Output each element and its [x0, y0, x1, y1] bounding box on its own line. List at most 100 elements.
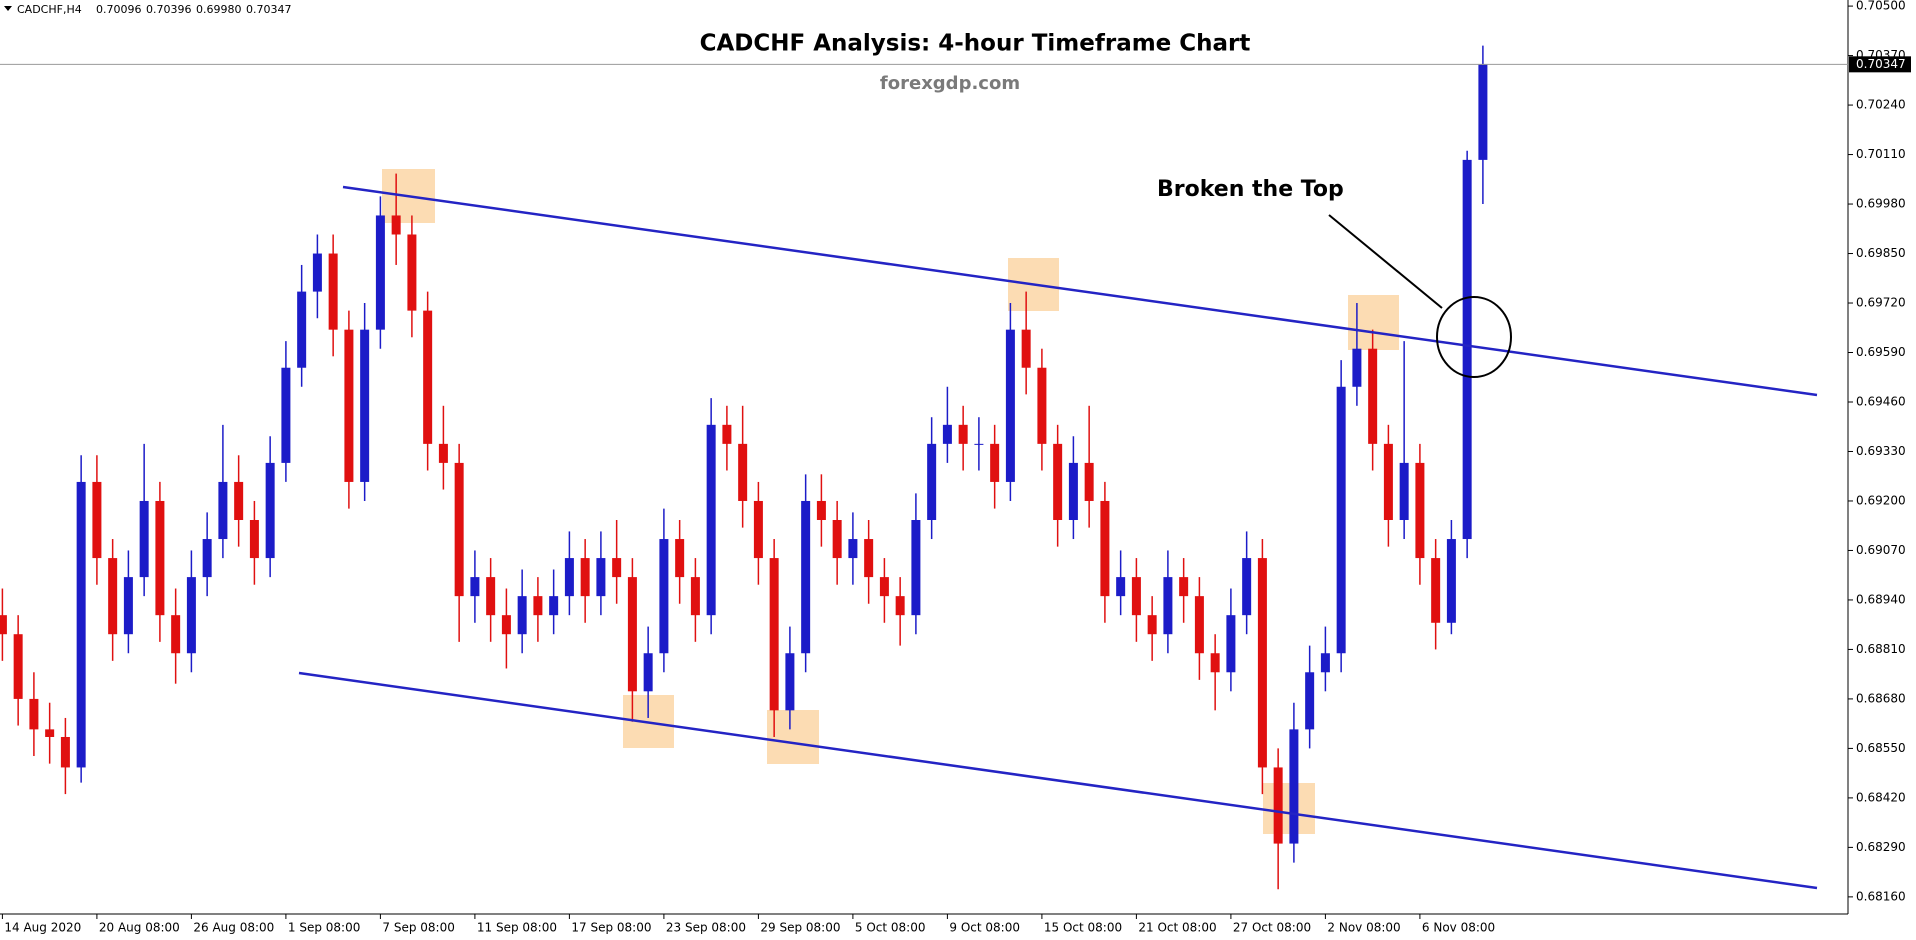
watermark: forexgdp.com — [880, 73, 1020, 94]
candle-body — [706, 424, 716, 616]
highlight-box — [767, 710, 819, 764]
candle-body — [1100, 500, 1110, 597]
header-close: 0.70347 — [246, 3, 292, 16]
candle-body — [1084, 462, 1094, 501]
candle-body — [801, 500, 811, 654]
candle-body — [391, 215, 401, 235]
candle-body — [423, 310, 433, 444]
candle-body — [1257, 558, 1267, 768]
candle-body — [202, 539, 212, 578]
candle-body — [375, 215, 385, 330]
candle-body — [911, 520, 921, 616]
candle-body — [1305, 672, 1315, 730]
candle-body — [533, 596, 543, 616]
x-tick-label: 26 Aug 08:00 — [193, 921, 274, 935]
candle-body — [785, 653, 795, 711]
candle-body — [344, 329, 354, 482]
candle-body — [486, 577, 496, 616]
candle-body — [1368, 348, 1378, 444]
candle-body — [1179, 577, 1189, 597]
candle-body — [643, 653, 653, 692]
candle-body — [60, 736, 70, 768]
candle-body — [312, 253, 322, 292]
y-tick-label: 0.68290 — [1856, 840, 1906, 854]
candle-body — [1226, 615, 1236, 673]
y-tick-label: 0.69460 — [1856, 394, 1906, 408]
x-tick-label: 15 Oct 08:00 — [1044, 921, 1122, 935]
candle-body — [1446, 539, 1456, 623]
candle-body — [958, 424, 968, 444]
x-tick-label: 11 Sep 08:00 — [477, 921, 557, 935]
x-tick-label: 1 Sep 08:00 — [288, 921, 360, 935]
header-high: 0.70396 — [146, 3, 192, 16]
x-tick-label: 2 Nov 08:00 — [1327, 921, 1400, 935]
candle-body — [675, 539, 685, 578]
candle-body — [769, 558, 779, 711]
candle-body — [564, 558, 574, 597]
x-tick-label: 29 Sep 08:00 — [760, 921, 840, 935]
candle-body — [596, 558, 606, 597]
candle-body — [1210, 653, 1220, 673]
candle-body — [92, 481, 102, 559]
candle-body — [1242, 558, 1252, 616]
y-tick-label: 0.70240 — [1856, 98, 1906, 112]
upper-trendline — [342, 185, 1818, 397]
candle-body — [454, 462, 464, 597]
candle-body — [1431, 558, 1441, 623]
candle-body — [438, 443, 448, 463]
y-tick-label: 0.68810 — [1856, 642, 1906, 656]
candle-body — [281, 367, 291, 463]
candle-body — [1336, 386, 1346, 654]
candle-body — [722, 424, 732, 444]
header-low: 0.69980 — [196, 3, 242, 16]
candle-body — [360, 329, 370, 482]
candle-body — [501, 615, 511, 635]
y-tick-label: 0.69330 — [1856, 444, 1906, 458]
y-tick-label: 0.68550 — [1856, 741, 1906, 755]
x-tick-label: 14 Aug 2020 — [4, 921, 81, 935]
candle-body — [690, 577, 700, 616]
candle-body — [1053, 443, 1063, 521]
candle-body — [76, 481, 86, 768]
candle-body — [1131, 577, 1141, 616]
header-open: 0.70096 — [96, 3, 142, 16]
candle-body — [895, 596, 905, 616]
candle-body — [1147, 615, 1157, 635]
candle-body — [832, 520, 842, 559]
y-tick-label: 0.70110 — [1856, 147, 1906, 161]
y-tick-label: 0.69590 — [1856, 345, 1906, 359]
y-tick-label: 0.70500 — [1856, 0, 1906, 13]
lower-trendline — [298, 671, 1818, 890]
candle-body — [1021, 329, 1031, 368]
candle-body — [1352, 348, 1362, 387]
candle-body — [1163, 577, 1173, 635]
x-tick-label: 5 Oct 08:00 — [855, 921, 926, 935]
x-tick-label: 17 Sep 08:00 — [571, 921, 651, 935]
candle-body — [1273, 767, 1283, 844]
candle-body — [249, 520, 259, 559]
menu-triangle — [4, 6, 12, 11]
annotation-text: Broken the Top — [1157, 177, 1344, 202]
candle-body — [1116, 577, 1126, 597]
channel — [298, 185, 1818, 890]
candle-body — [1194, 596, 1204, 654]
highlight-box — [1348, 295, 1399, 350]
header: CADCHF,H4 0.70096 0.70396 0.69980 0.7034… — [4, 3, 292, 16]
candle-body — [927, 443, 937, 521]
candle-body — [816, 500, 826, 521]
candle-body — [612, 558, 622, 578]
candle-body — [753, 500, 763, 559]
candle-body — [470, 577, 480, 597]
x-tick-label: 27 Oct 08:00 — [1233, 921, 1311, 935]
candle-body — [1383, 443, 1393, 521]
candle-body — [1320, 653, 1330, 673]
y-tick-label: 0.68940 — [1856, 592, 1906, 606]
candle-body — [123, 577, 133, 635]
candle-body — [155, 500, 165, 616]
y-tick-label: 0.68680 — [1856, 691, 1906, 705]
candle-body — [328, 253, 338, 330]
breakout-circle — [1436, 296, 1512, 378]
candle-body — [974, 443, 984, 445]
y-tick-label: 0.69200 — [1856, 493, 1906, 507]
